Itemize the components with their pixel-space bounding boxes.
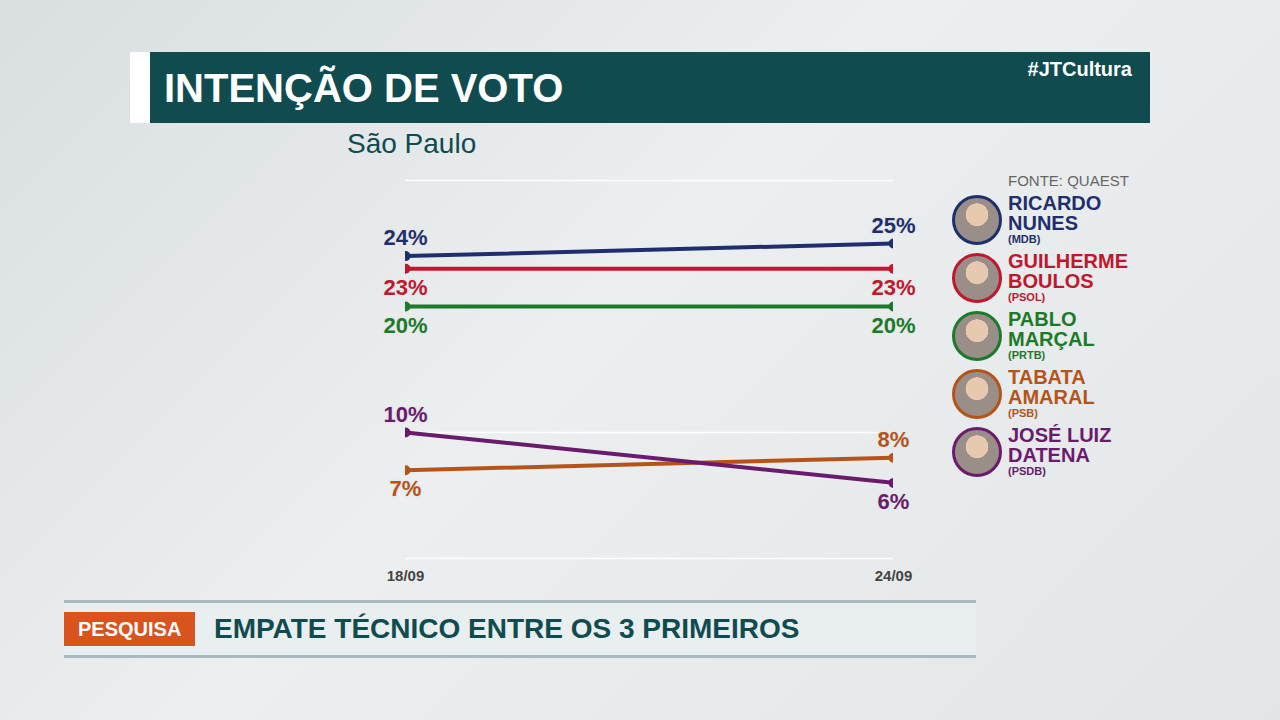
html-text:JOSÉ LUIZ: JOSÉ LUIZ: [1008, 424, 1112, 446]
html-text:DATENA: DATENA: [1008, 444, 1090, 466]
svg-text:23%: 23%: [383, 275, 427, 300]
svg-text:10%: 10%: [383, 402, 427, 427]
svg-text:25%: 25%: [871, 213, 915, 238]
html-text:TABATA: TABATA: [1008, 366, 1086, 388]
html-text:#JTCultura: #JTCultura: [1027, 58, 1132, 80]
html-text:INTENÇÃO DE VOTO: INTENÇÃO DE VOTO: [164, 66, 564, 110]
html-text:(MDB): (MDB): [1008, 233, 1041, 245]
html-text:GUILHERME: GUILHERME: [1008, 250, 1128, 272]
html-text:FONTE: QUAEST: FONTE: QUAEST: [1008, 172, 1129, 189]
svg-text:6%: 6%: [878, 489, 910, 514]
html-text:BOULOS: BOULOS: [1008, 270, 1094, 292]
html-text:NUNES: NUNES: [1008, 212, 1078, 234]
svg-text:20%: 20%: [383, 313, 427, 338]
html-text:(PRTB): (PRTB): [1008, 349, 1046, 361]
html-text:PESQUISA: PESQUISA: [78, 618, 182, 640]
html-text:(PSOL): (PSOL): [1008, 291, 1046, 303]
svg-text:8%: 8%: [878, 427, 910, 452]
html-text:EMPATE TÉCNICO ENTRE OS 3 PRIM: EMPATE TÉCNICO ENTRE OS 3 PRIMEIROS: [214, 613, 800, 644]
svg-text:24%: 24%: [383, 225, 427, 250]
html-text:(PSDB): (PSDB): [1008, 465, 1046, 477]
svg-text:24/09: 24/09: [875, 567, 913, 584]
svg-text:7%: 7%: [390, 476, 422, 501]
html-text:(PSB): (PSB): [1008, 407, 1038, 419]
svg-text:23%: 23%: [871, 275, 915, 300]
html-text:AMARAL: AMARAL: [1008, 386, 1095, 408]
svg-text:20%: 20%: [871, 313, 915, 338]
html-text:São Paulo: São Paulo: [347, 128, 477, 159]
svg-text:18/09: 18/09: [387, 567, 425, 584]
html-text:MARÇAL: MARÇAL: [1008, 328, 1095, 350]
html-text:PABLO: PABLO: [1008, 308, 1077, 330]
html-text:RICARDO: RICARDO: [1008, 192, 1102, 214]
